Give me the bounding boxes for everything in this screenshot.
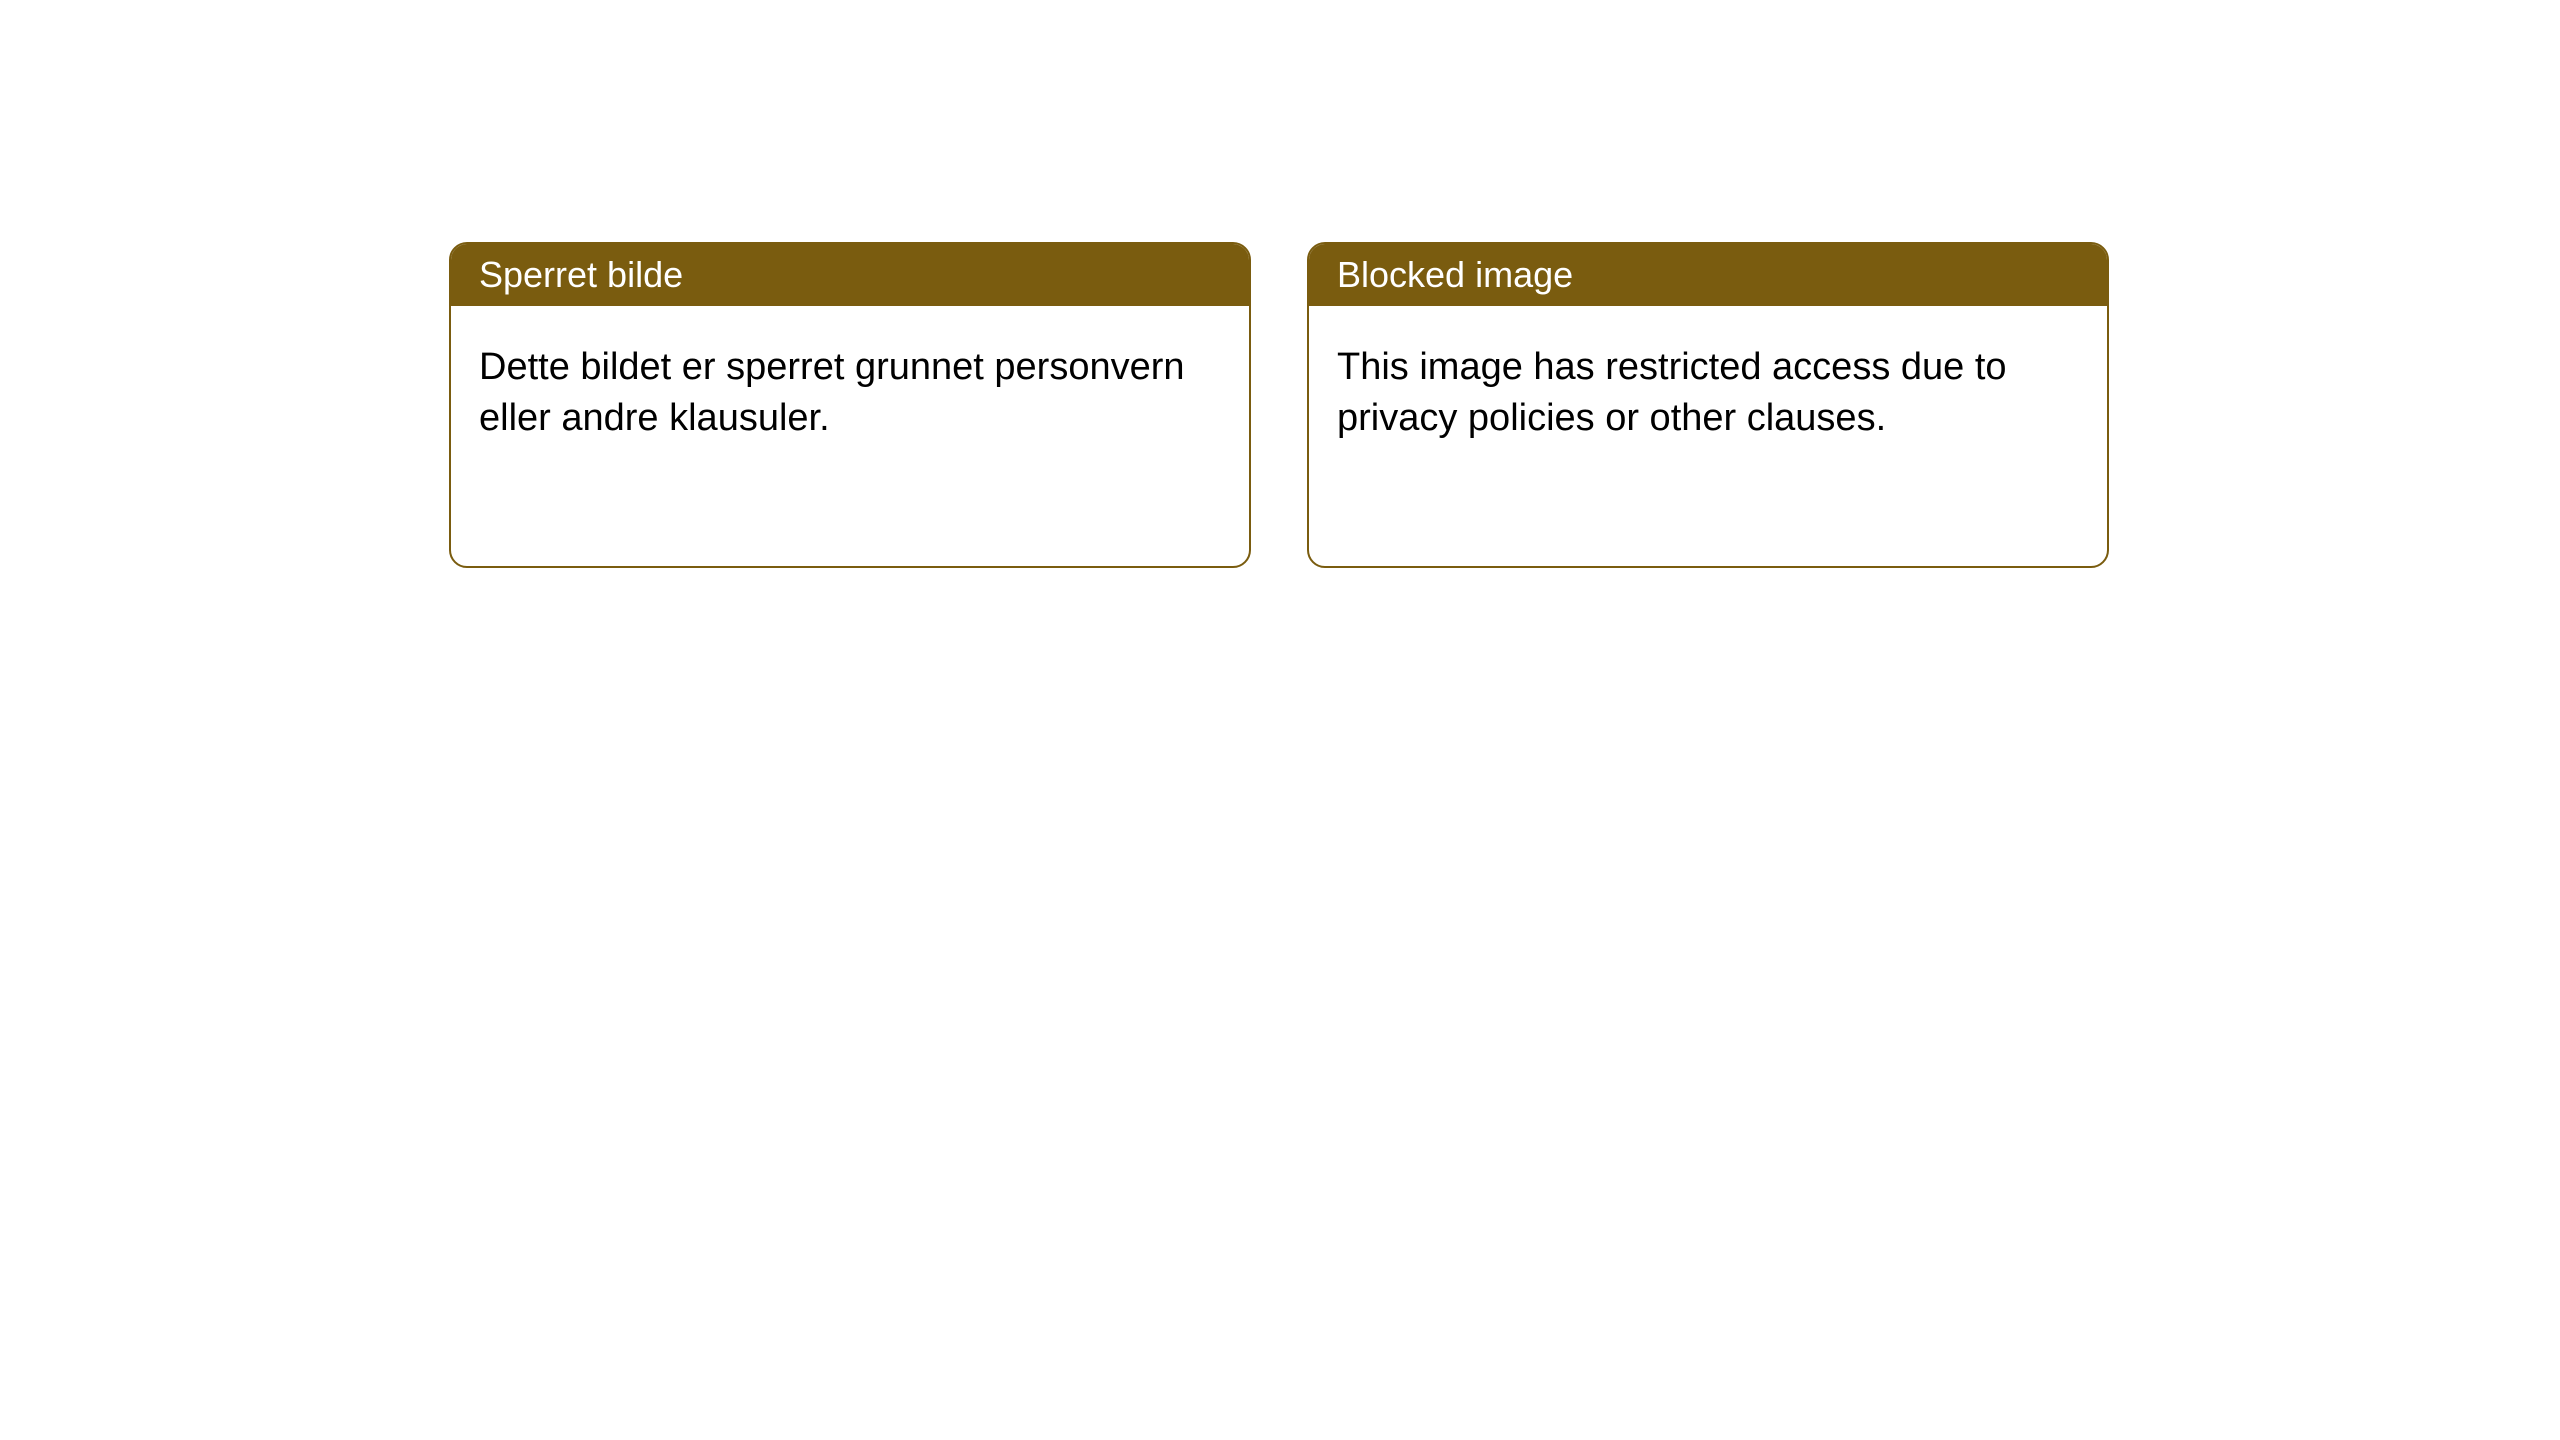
notice-card-norwegian: Sperret bilde Dette bildet er sperret gr… <box>449 242 1251 568</box>
notice-title-norwegian: Sperret bilde <box>451 244 1249 306</box>
notice-card-english: Blocked image This image has restricted … <box>1307 242 2109 568</box>
notice-title-english: Blocked image <box>1309 244 2107 306</box>
notice-body-english: This image has restricted access due to … <box>1309 306 2107 566</box>
blocked-image-notices: Sperret bilde Dette bildet er sperret gr… <box>449 242 2109 568</box>
notice-body-norwegian: Dette bildet er sperret grunnet personve… <box>451 306 1249 566</box>
